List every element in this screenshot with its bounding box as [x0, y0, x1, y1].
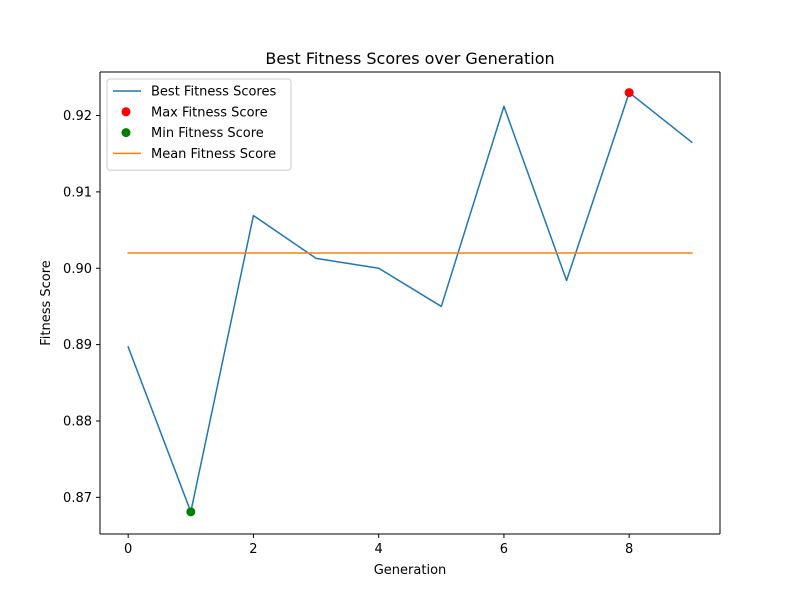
- marker-min-fitness-score: [186, 507, 196, 517]
- y-axis-title: Fitness Score: [39, 260, 54, 346]
- axes: [99, 71, 721, 535]
- series-line-best-fitness-scores: [127, 91, 693, 513]
- chart-title: Best Fitness Scores over Generation: [265, 49, 554, 68]
- plot-area: [127, 88, 693, 517]
- legend: Best Fitness Scores Max Fitness Score Min …: [106, 78, 292, 171]
- y-tick-label: 0.90: [63, 262, 92, 277]
- legend-marker-max-fitness-score: [121, 107, 131, 117]
- y-tick-label: 0.91: [63, 185, 92, 200]
- x-tick-label: 2: [249, 542, 257, 557]
- legend-marker-min-fitness-score: [121, 128, 131, 138]
- data-group: [127, 88, 693, 517]
- legend-label-max-fitness-score: Max Fitness Score: [151, 105, 268, 120]
- ticks: 0 2 4 6 8 0.87 0.88 0.89 0.90 0.91 0.92: [63, 109, 633, 557]
- x-axis-title: Generation: [374, 563, 447, 578]
- y-tick-label: 0.89: [63, 338, 92, 353]
- marker-max-fitness-score: [624, 88, 634, 98]
- x-tick-label: 0: [124, 542, 132, 557]
- legend-label-best-fitness-scores: Best Fitness Scores: [151, 85, 276, 100]
- y-tick-label: 0.87: [63, 491, 92, 506]
- x-tick-label: 6: [500, 542, 508, 557]
- y-tick-label: 0.88: [63, 414, 92, 429]
- y-tick-label: 0.92: [63, 109, 92, 124]
- legend-box: [106, 78, 292, 171]
- legend-label-min-fitness-score: Min Fitness Score: [151, 126, 264, 141]
- x-tick-label: 8: [625, 542, 633, 557]
- x-tick-label: 4: [375, 542, 383, 557]
- legend-label-mean-fitness-score: Mean Fitness Score: [151, 147, 276, 162]
